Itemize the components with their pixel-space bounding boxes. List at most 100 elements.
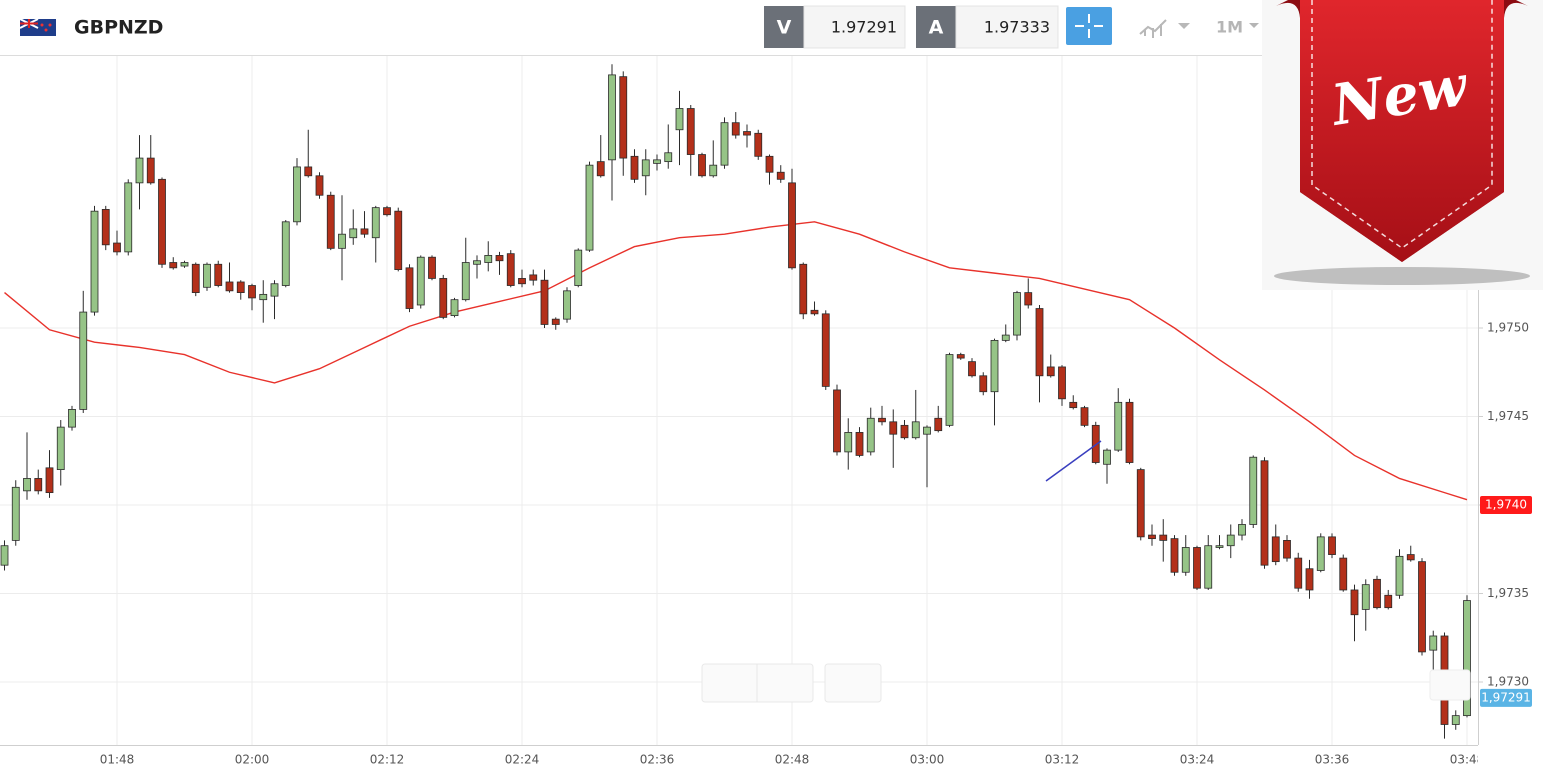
candle-body xyxy=(1283,540,1291,559)
y-axis: 1,97301,97351,97401,97451,97501,97401,97… xyxy=(1478,321,1532,707)
candle-body xyxy=(23,478,31,492)
crosshair-button[interactable] xyxy=(1066,7,1112,45)
candle-body xyxy=(1238,524,1246,536)
candle-body xyxy=(281,221,290,286)
candle-body xyxy=(776,171,785,180)
candle-body xyxy=(56,426,65,470)
candle-body xyxy=(1373,578,1381,609)
candle-body xyxy=(461,262,470,301)
x-tick-label: 03:36 xyxy=(1315,753,1350,767)
scroll-button[interactable] xyxy=(1429,669,1471,701)
candle-body xyxy=(709,164,718,177)
ribbon xyxy=(1300,0,1504,262)
candle-body xyxy=(34,478,43,492)
candle-body xyxy=(45,467,54,494)
candle-body xyxy=(551,318,560,325)
bid-label: V xyxy=(777,17,792,39)
candle-body xyxy=(765,155,774,173)
candle-body xyxy=(675,108,684,131)
y-tick-label: 1,9735 xyxy=(1487,586,1529,600)
price-label-box xyxy=(1480,688,1532,707)
candle-body xyxy=(1103,449,1111,465)
ask-box[interactable] xyxy=(955,5,1059,49)
candle-body xyxy=(371,207,380,239)
candle-body xyxy=(169,262,178,269)
candle-body xyxy=(315,175,324,196)
candle-body xyxy=(1395,555,1404,596)
candle-body xyxy=(1361,584,1370,610)
price-label: 1,97291 xyxy=(1481,690,1531,704)
candle-body xyxy=(236,281,245,294)
candle-body xyxy=(1339,557,1348,591)
candle-body xyxy=(113,242,121,253)
candle-body xyxy=(416,256,425,306)
trend-line xyxy=(1045,440,1102,482)
candle-body xyxy=(563,290,571,320)
timeframe[interactable]: 1M xyxy=(1216,18,1243,37)
new-badge: New xyxy=(1262,0,1543,290)
candle-body xyxy=(1024,292,1033,306)
y-tick-label: 1,9730 xyxy=(1487,675,1529,689)
candle-body xyxy=(1271,536,1280,563)
candle-body xyxy=(135,157,144,184)
candle-body xyxy=(844,432,853,453)
candle-body xyxy=(1136,469,1145,538)
candle-body xyxy=(934,417,943,432)
candle-body xyxy=(1069,401,1078,409)
ask-tag[interactable] xyxy=(916,6,956,48)
candle-body xyxy=(720,122,729,166)
candle-body xyxy=(484,255,493,263)
candle-body xyxy=(529,274,538,281)
candle-body xyxy=(653,159,661,164)
candle-body xyxy=(293,166,301,223)
candle-body xyxy=(574,249,583,286)
candle-body xyxy=(1013,292,1021,336)
candle-body xyxy=(911,421,920,439)
candle-body xyxy=(866,417,875,453)
candle-body xyxy=(686,108,695,155)
bid-box[interactable] xyxy=(803,5,906,49)
candle-body xyxy=(1451,715,1460,725)
candle-body xyxy=(225,281,234,292)
ask-price: 1.97333 xyxy=(984,18,1050,37)
candle-body xyxy=(799,263,808,315)
candle-body xyxy=(1204,545,1213,589)
candle-body xyxy=(349,228,358,239)
candle-body xyxy=(326,194,335,249)
candle-body xyxy=(754,132,763,157)
candle-body xyxy=(1148,534,1156,540)
candle-body xyxy=(158,178,166,265)
candle-body xyxy=(1114,401,1123,451)
candle-body xyxy=(619,76,628,159)
candle-body xyxy=(923,426,931,435)
candle-body xyxy=(585,164,594,251)
candle-body xyxy=(821,313,830,387)
candle-body xyxy=(360,228,369,235)
candle-body xyxy=(124,182,133,253)
candle-body xyxy=(259,293,268,301)
x-axis: 01:48 02:00 02:12 02:24 02:36 02:48 03:00 03:12… xyxy=(100,753,1485,767)
price-label: 1,9740 xyxy=(1485,498,1527,512)
candle-body xyxy=(1193,547,1201,589)
candle-body xyxy=(270,283,279,297)
x-tick-label: 03:48 xyxy=(1450,753,1485,767)
candle-body xyxy=(439,278,448,318)
candle-body xyxy=(518,278,526,285)
candle-body xyxy=(11,486,20,541)
candle-body xyxy=(450,299,459,317)
ask-label: A xyxy=(929,17,944,39)
candle-body xyxy=(506,253,515,286)
candle-body xyxy=(1170,538,1179,573)
chart-controls xyxy=(701,663,1471,703)
candle-body xyxy=(68,409,76,428)
candle-body xyxy=(0,545,9,566)
candle-body xyxy=(473,260,481,265)
candle-body xyxy=(956,354,965,359)
bid-tag[interactable] xyxy=(764,6,804,48)
reset-button[interactable] xyxy=(824,663,882,703)
candle-body xyxy=(214,263,223,286)
candle-body xyxy=(1463,600,1471,717)
candle-body xyxy=(1159,534,1168,541)
x-tick-label: 02:12 xyxy=(370,753,405,767)
chart-type-button[interactable] xyxy=(1139,19,1190,38)
